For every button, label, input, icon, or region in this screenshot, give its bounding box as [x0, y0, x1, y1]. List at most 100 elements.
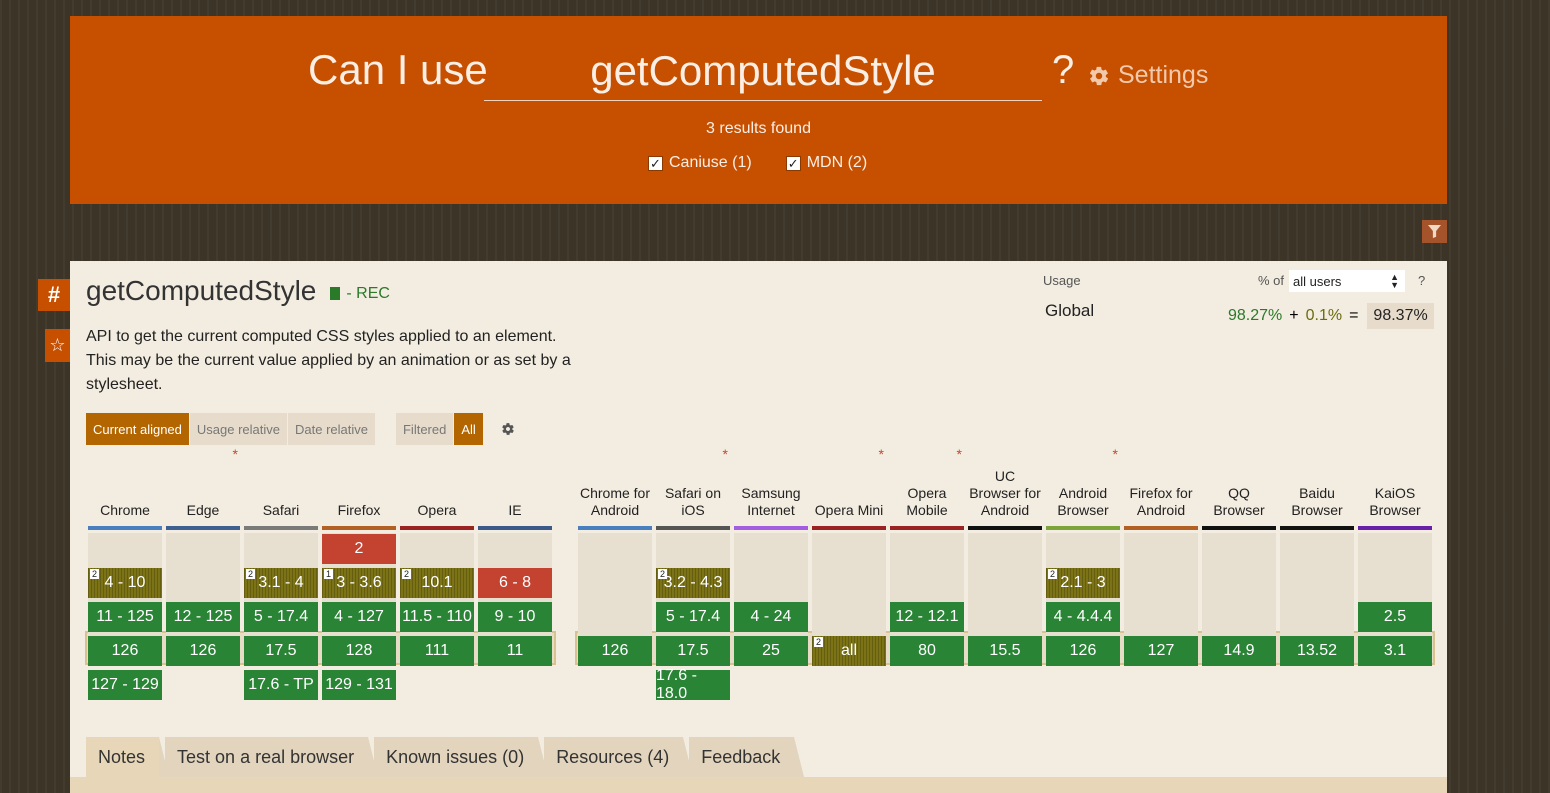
version-cell[interactable]: 25 — [734, 636, 808, 666]
version-cell[interactable]: 126 — [1046, 636, 1120, 666]
version-cell[interactable]: 11 - 125 — [88, 602, 162, 632]
version-cell[interactable]: 111 — [400, 636, 474, 666]
version-label: 17.6 - 18.0 — [656, 667, 697, 702]
spec-status[interactable]: - REC — [330, 285, 390, 303]
version-cell[interactable]: all 2 — [812, 636, 886, 666]
version-cell[interactable]: 4 - 127 — [322, 602, 396, 632]
browser-color-bar — [1202, 526, 1276, 530]
filter-toggle-button[interactable] — [1422, 220, 1447, 243]
spec-status-label: - REC — [346, 284, 390, 302]
view-all[interactable]: All — [454, 413, 483, 445]
version-label: 13.52 — [1296, 642, 1338, 659]
pct-of-label: % of — [1258, 273, 1285, 288]
version-cell[interactable]: 127 - 129 — [88, 670, 162, 700]
version-cell[interactable]: 4 - 4.4.4 — [1046, 602, 1120, 632]
version-cell[interactable]: 9 - 10 — [478, 602, 552, 632]
version-cell[interactable]: 14.9 — [1202, 636, 1276, 666]
version-cell[interactable]: 80 — [890, 636, 964, 666]
version-label: 17.6 - TP — [248, 676, 314, 693]
gear-icon — [1089, 66, 1109, 85]
tab-known-issues[interactable]: Known issues (0) — [374, 737, 549, 777]
version-cell[interactable]: 6 - 8 — [478, 568, 552, 598]
usage-help[interactable]: ? — [1418, 273, 1426, 288]
version-cell[interactable]: 129 - 131 — [322, 670, 396, 700]
search-input[interactable] — [484, 46, 1042, 96]
view-date-relative[interactable]: Date relative — [288, 413, 375, 445]
search-box[interactable] — [484, 46, 1042, 101]
version-label: 10.1 — [421, 574, 453, 591]
version-label: 25 — [762, 642, 780, 659]
version-cell[interactable]: 12 - 12.1 — [890, 602, 964, 632]
version-cell[interactable]: 4 - 24 — [734, 602, 808, 632]
tab-feedback[interactable]: Feedback — [689, 737, 805, 777]
version-cell[interactable]: 128 — [322, 636, 396, 666]
version-label: 17.5 — [677, 642, 709, 659]
version-label: 126 — [601, 642, 629, 659]
version-cell[interactable]: 2.5 — [1358, 602, 1432, 632]
view-usage-relative[interactable]: Usage relative — [189, 413, 287, 445]
usage-equals: = — [1349, 307, 1359, 324]
version-cell[interactable]: 126 — [88, 636, 162, 666]
checkbox-caniuse[interactable]: ✓ — [648, 155, 663, 171]
usage-plus: + — [1289, 307, 1299, 324]
version-cell[interactable]: 3.2 - 4.3 2 — [656, 568, 730, 598]
version-cell[interactable]: 15.5 — [968, 636, 1042, 666]
version-cell[interactable]: 17.5 — [656, 636, 730, 666]
note-marker[interactable]: 2 — [1048, 569, 1057, 579]
browser-header-opera-mobile: Opera Mobile * — [890, 446, 964, 519]
browser-header-kaios-browser: KaiOS Browser — [1358, 449, 1432, 519]
version-label: 4 - 10 — [104, 574, 146, 591]
browser-color-bar — [656, 526, 730, 530]
note-marker[interactable]: 2 — [90, 569, 99, 579]
version-cell[interactable]: 127 — [1124, 636, 1198, 666]
version-cell[interactable]: 3 - 3.6 1 — [322, 568, 396, 598]
version-cell[interactable]: 4 - 10 2 — [88, 568, 162, 598]
note-marker[interactable]: 1 — [324, 569, 333, 579]
version-cell[interactable]: 3.1 — [1358, 636, 1432, 666]
feature-anchor-link[interactable]: # — [38, 279, 70, 311]
version-label: 3.1 — [1383, 642, 1407, 659]
note-marker[interactable]: 2 — [246, 569, 255, 579]
version-cell[interactable]: 126 — [578, 636, 652, 666]
note-marker[interactable]: 2 — [402, 569, 411, 579]
version-cell[interactable]: 126 — [166, 636, 240, 666]
search-help[interactable]: ? — [1052, 48, 1075, 92]
version-cell[interactable]: 17.5 — [244, 636, 318, 666]
users-select[interactable]: all users ▲ ▼ — [1289, 270, 1405, 292]
version-cell[interactable]: 5 - 17.4 — [244, 602, 318, 632]
browser-color-bar — [400, 526, 474, 530]
view-current-aligned[interactable]: Current aligned — [86, 413, 189, 445]
browser-header-samsung-internet: Samsung Internet — [734, 449, 808, 519]
usage-region: Global — [1045, 301, 1095, 320]
version-cell[interactable]: 11.5 - 110 — [400, 602, 474, 632]
checkbox-mdn[interactable]: ✓ — [785, 155, 801, 171]
version-label: 4 - 127 — [334, 608, 384, 625]
version-label: 2.1 - 3 — [1060, 574, 1106, 591]
browser-header-baidu-browser: Baidu Browser — [1280, 449, 1354, 519]
version-cell[interactable]: 13.52 — [1280, 636, 1354, 666]
star-icon[interactable]: ☆ — [45, 329, 70, 362]
tab-test-on-real-browser[interactable]: Test on a real browser — [165, 737, 379, 777]
version-label: 12 - 12.1 — [895, 608, 959, 625]
browser-name: Firefox — [337, 502, 381, 518]
version-cell[interactable]: 17.6 - 18.0 — [656, 667, 730, 702]
table-settings-button[interactable] — [501, 413, 515, 445]
browser-header-android-browser: Android Browser * — [1046, 446, 1120, 519]
view-filtered[interactable]: Filtered — [395, 413, 454, 445]
version-cell[interactable]: 10.1 2 — [400, 568, 474, 598]
browser-name: Opera Mini — [814, 502, 884, 518]
filter-mdn[interactable]: ✓ MDN (2) — [785, 154, 867, 172]
filter-caniuse[interactable]: ✓ Caniuse (1) — [648, 154, 752, 172]
version-cell[interactable]: 5 - 17.4 — [656, 602, 730, 632]
settings-button[interactable]: Settings — [1088, 61, 1208, 90]
version-cell[interactable]: 12 - 125 — [166, 602, 240, 632]
note-marker[interactable]: 2 — [658, 569, 667, 579]
version-cell[interactable]: 11 — [478, 636, 552, 666]
version-cell[interactable]: 2 — [322, 534, 396, 564]
version-cell[interactable]: 17.6 - TP — [244, 670, 318, 700]
tab-resources[interactable]: Resources (4) — [544, 737, 694, 777]
tab-notes[interactable]: Notes — [86, 737, 170, 777]
note-marker[interactable]: 2 — [814, 637, 823, 647]
